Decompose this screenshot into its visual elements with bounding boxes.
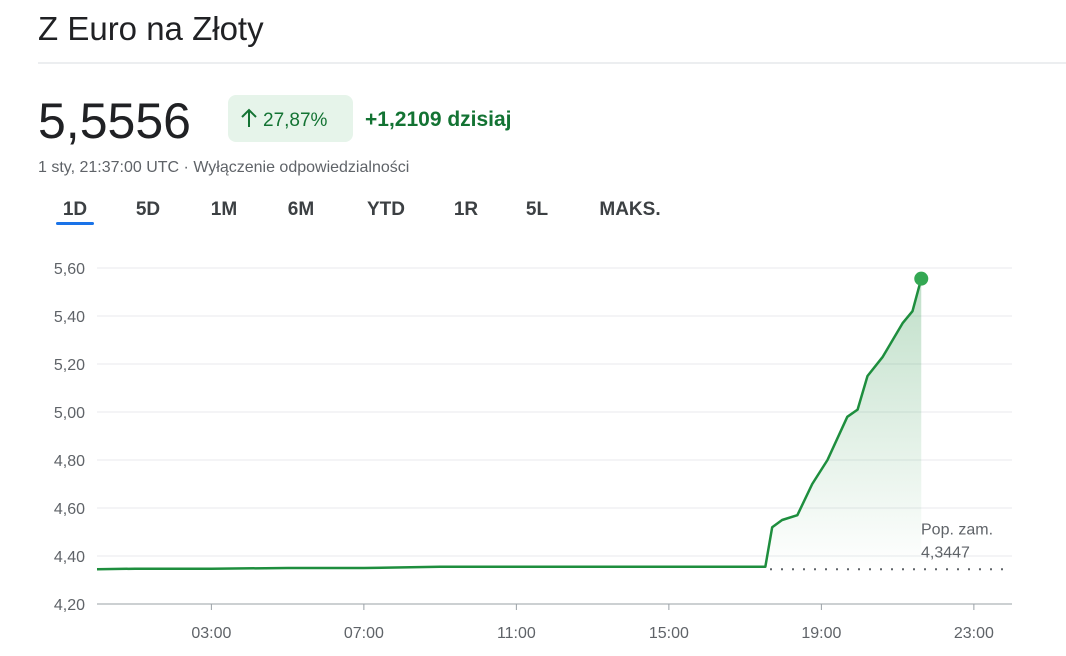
area-fill bbox=[97, 278, 922, 570]
y-tick-label: 4,40 bbox=[54, 549, 85, 566]
x-tick-label: 11:00 bbox=[497, 625, 536, 642]
range-tab[interactable]: 1D bbox=[63, 199, 87, 220]
previous-close-label: Pop. zam. bbox=[921, 521, 993, 538]
x-tick-label: 07:00 bbox=[344, 625, 384, 642]
timestamp[interactable]: 1 sty, 21:37:00 UTC · Wyłączenie odpowie… bbox=[38, 159, 409, 176]
change-badge bbox=[228, 95, 353, 142]
range-tab[interactable]: 5L bbox=[526, 199, 549, 220]
up-arrow-icon bbox=[241, 108, 257, 127]
previous-close-value: 4,3447 bbox=[921, 544, 970, 561]
price-line bbox=[96, 278, 923, 571]
active-tab-underline bbox=[56, 222, 94, 225]
range-tab[interactable]: MAKS. bbox=[599, 199, 660, 220]
y-tick-label: 5,40 bbox=[54, 309, 85, 326]
chart: 4,20 4,40 4,60 4,80 5,00 5,20 5,40 5,60 03:00 07:… bbox=[54, 261, 1012, 642]
y-tick-label: 5,20 bbox=[54, 357, 85, 374]
range-tab[interactable]: 1M bbox=[211, 199, 237, 220]
x-tick-label: 03:00 bbox=[191, 625, 231, 642]
range-tab[interactable]: 1R bbox=[454, 199, 479, 220]
last-point bbox=[914, 271, 929, 286]
x-tick-label: 15:00 bbox=[649, 625, 689, 642]
x-tick-label: 19:00 bbox=[801, 625, 841, 642]
title: Z Euro na Złoty bbox=[38, 10, 264, 47]
price: 5,5556 bbox=[38, 93, 191, 149]
range-tab[interactable]: YTD bbox=[367, 199, 405, 220]
y-tick-label: 4,80 bbox=[54, 453, 85, 470]
y-tick-label: 4,60 bbox=[54, 501, 85, 518]
range-tab[interactable]: 5D bbox=[136, 199, 160, 220]
range-tab[interactable]: 6M bbox=[288, 199, 314, 220]
x-tick-label: 23:00 bbox=[954, 625, 994, 642]
change-percent: 27,87% bbox=[263, 110, 328, 131]
range-tabs: 1D 5D 1M 6M YTD 1R 5L MAKS. bbox=[56, 199, 661, 225]
y-tick-label: 5,00 bbox=[54, 405, 85, 422]
y-tick-label: 4,20 bbox=[54, 597, 85, 614]
y-tick-label: 5,60 bbox=[54, 261, 85, 278]
change-absolute: +1,2109 dzisiaj bbox=[365, 108, 512, 131]
